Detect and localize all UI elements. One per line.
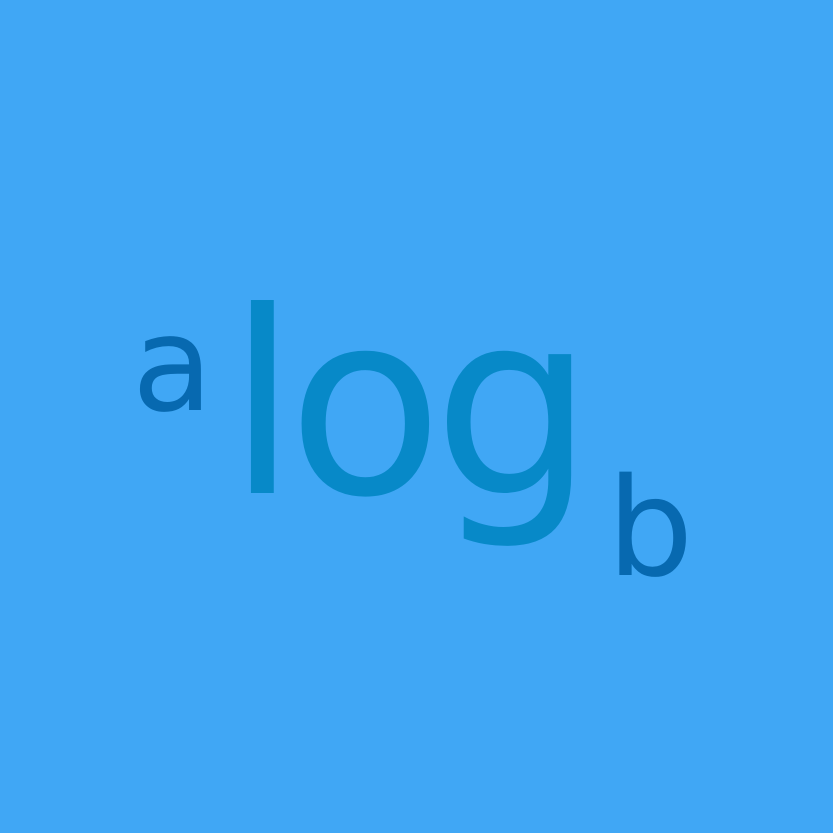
logo-suffix: b — [607, 450, 693, 608]
logo-main-text: log — [227, 257, 584, 553]
logo-prefix: a — [132, 288, 213, 442]
